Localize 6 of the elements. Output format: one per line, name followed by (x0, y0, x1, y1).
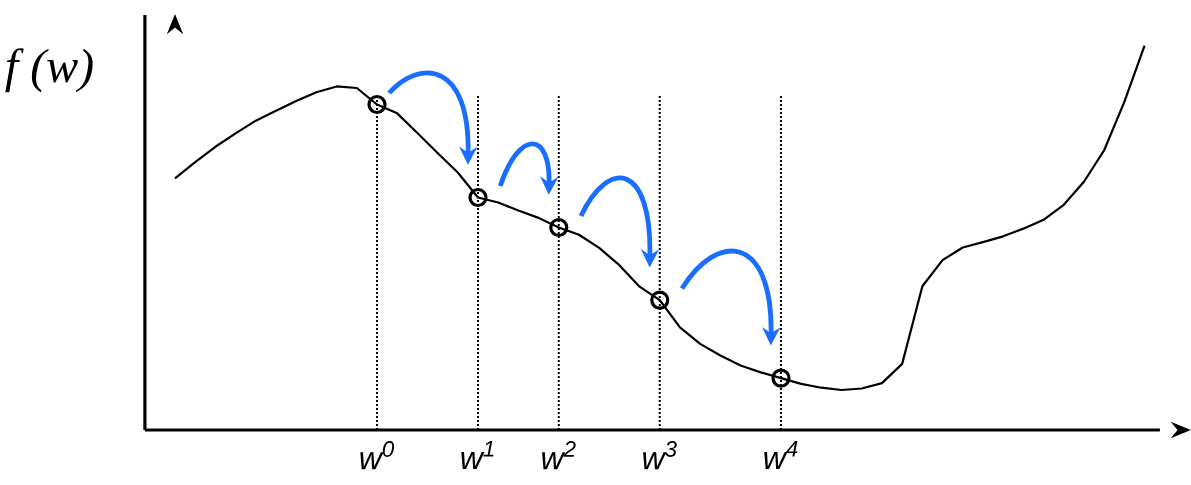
x-tick-label: w$^{4}$ (764, 441, 798, 470)
x-tick-label: w$^{0}$ (360, 441, 395, 470)
x-tick-label: w$^{1}$ (461, 441, 494, 470)
x-tick-label: w$^{2}$ (542, 441, 576, 470)
x-tick-label: w$^{3}$ (643, 441, 677, 470)
y-axis-title: f (w) (5, 48, 93, 93)
